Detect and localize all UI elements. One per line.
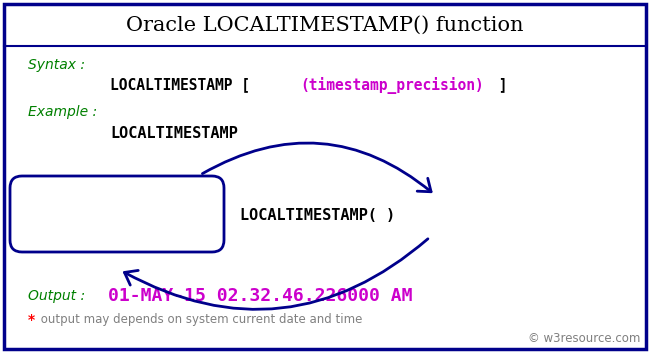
Text: © w3resource.com: © w3resource.com (527, 331, 640, 345)
Text: ]: ] (490, 78, 508, 92)
Text: 01-MAY-15 02.32.46.226000 AM: 01-MAY-15 02.32.46.226000 AM (108, 287, 413, 305)
FancyArrowPatch shape (202, 143, 431, 192)
Text: Example :: Example : (28, 105, 97, 119)
Text: LOCALTIMESTAMP: LOCALTIMESTAMP (110, 126, 238, 140)
Text: LOCALTIMESTAMP( ): LOCALTIMESTAMP( ) (240, 208, 395, 222)
Text: *: * (28, 313, 35, 327)
Text: Oracle LOCALTIMESTAMP() function: Oracle LOCALTIMESTAMP() function (126, 16, 524, 35)
Text: LOCALTIMESTAMP [: LOCALTIMESTAMP [ (110, 78, 258, 92)
Text: output may depends on system current date and time: output may depends on system current dat… (37, 313, 363, 327)
FancyBboxPatch shape (4, 4, 646, 349)
Text: (timestamp_precision): (timestamp_precision) (300, 77, 484, 94)
FancyArrowPatch shape (124, 239, 428, 309)
FancyBboxPatch shape (10, 176, 224, 252)
Text: Syntax :: Syntax : (28, 58, 85, 72)
Text: Output :: Output : (28, 289, 85, 303)
